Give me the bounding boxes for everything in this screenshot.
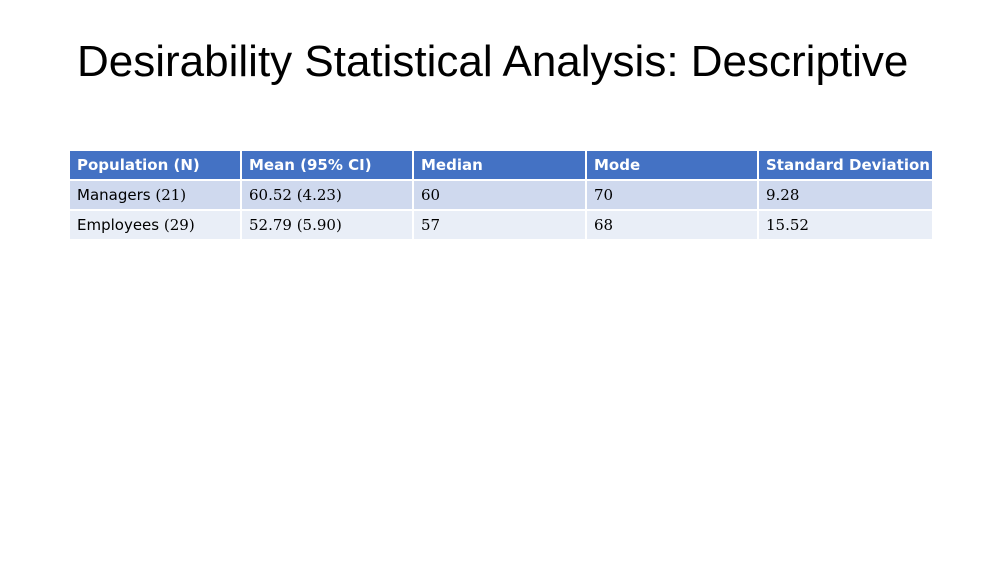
header-mean: Mean (95% CI) — [240, 149, 414, 181]
population-label: Managers — [77, 186, 151, 204]
header-population: Population (N) — [68, 149, 242, 181]
header-median: Median — [412, 149, 587, 181]
table-row: Employees (29) 52.79 (5.90) 57 68 15.52 — [68, 209, 934, 241]
cell-mode: 70 — [585, 179, 759, 211]
slide-title: Desirability Statistical Analysis: Descr… — [77, 37, 909, 86]
descriptive-stats-table: Population (N) Mean (95% CI) Median Mode… — [68, 149, 934, 241]
cell-population: Managers (21) — [68, 179, 242, 211]
cell-median: 60 — [412, 179, 587, 211]
population-n: (21) — [155, 186, 187, 204]
cell-mean: 52.79 (5.90) — [240, 209, 414, 241]
header-mode: Mode — [585, 149, 759, 181]
table-header-row: Population (N) Mean (95% CI) Median Mode… — [68, 149, 934, 181]
population-label: Employees — [77, 216, 160, 234]
table-row: Managers (21) 60.52 (4.23) 60 70 9.28 — [68, 179, 934, 211]
cell-standard-deviation: 9.28 — [757, 179, 934, 211]
cell-median: 57 — [412, 209, 587, 241]
cell-mean: 60.52 (4.23) — [240, 179, 414, 211]
cell-mode: 68 — [585, 209, 759, 241]
header-standard-deviation: Standard Deviation — [757, 149, 934, 181]
population-n: (29) — [163, 216, 195, 234]
cell-population: Employees (29) — [68, 209, 242, 241]
cell-standard-deviation: 15.52 — [757, 209, 934, 241]
